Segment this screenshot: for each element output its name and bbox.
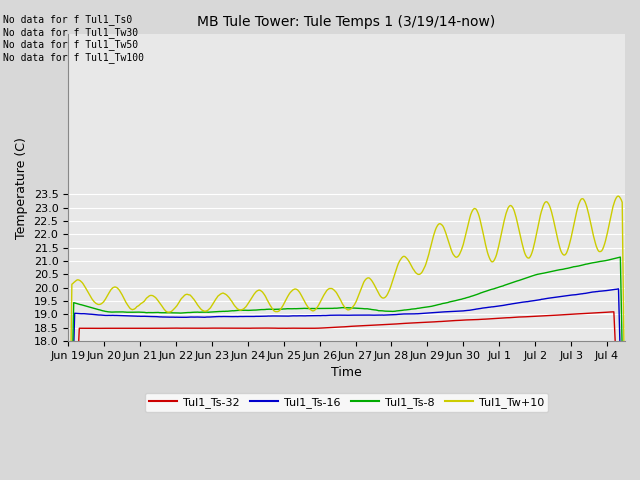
Legend: Tul1_Ts-32, Tul1_Ts-16, Tul1_Ts-8, Tul1_Tw+10: Tul1_Ts-32, Tul1_Ts-16, Tul1_Ts-8, Tul1_… bbox=[145, 393, 548, 412]
Text: No data for f Tul1_Ts0
No data for f Tul1_Tw30
No data for f Tul1_Tw50
No data f: No data for f Tul1_Ts0 No data for f Tul… bbox=[3, 14, 144, 63]
Y-axis label: Temperature (C): Temperature (C) bbox=[15, 137, 28, 239]
X-axis label: Time: Time bbox=[332, 366, 362, 379]
Title: MB Tule Tower: Tule Temps 1 (3/19/14-now): MB Tule Tower: Tule Temps 1 (3/19/14-now… bbox=[198, 15, 496, 29]
